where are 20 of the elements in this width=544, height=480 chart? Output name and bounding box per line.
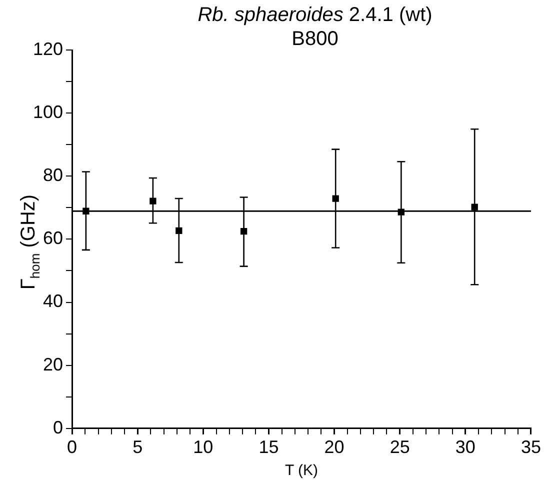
x-tick-label: 10 [193, 437, 214, 458]
x-axis-title: T (K) [284, 462, 318, 480]
x-tick-label: 30 [455, 437, 476, 458]
point [150, 198, 156, 204]
y-tick-label: 20 [43, 354, 64, 374]
x-tick-label: 5 [132, 437, 143, 458]
point [82, 208, 90, 214]
y-tick-label: 0 [53, 417, 64, 438]
x-tick-label: 15 [258, 437, 279, 458]
x-tick-label: 35 [520, 437, 542, 458]
x-tick-label: 0 [67, 437, 78, 458]
chart-subtitle: B800 [290, 28, 340, 51]
y-tick-label: 100 [32, 102, 64, 122]
y-tick-label: 60 [43, 228, 64, 248]
y-tick-label: 40 [43, 291, 64, 312]
chart-title: Rb. sphaeroides 2.4.1 (wt) [198, 4, 432, 26]
y-tick-label: 80 [43, 165, 64, 186]
x-tick-label: 20 [324, 437, 344, 458]
y-tick-label: 120 [32, 38, 64, 59]
x-tick-label: 25 [390, 437, 410, 458]
